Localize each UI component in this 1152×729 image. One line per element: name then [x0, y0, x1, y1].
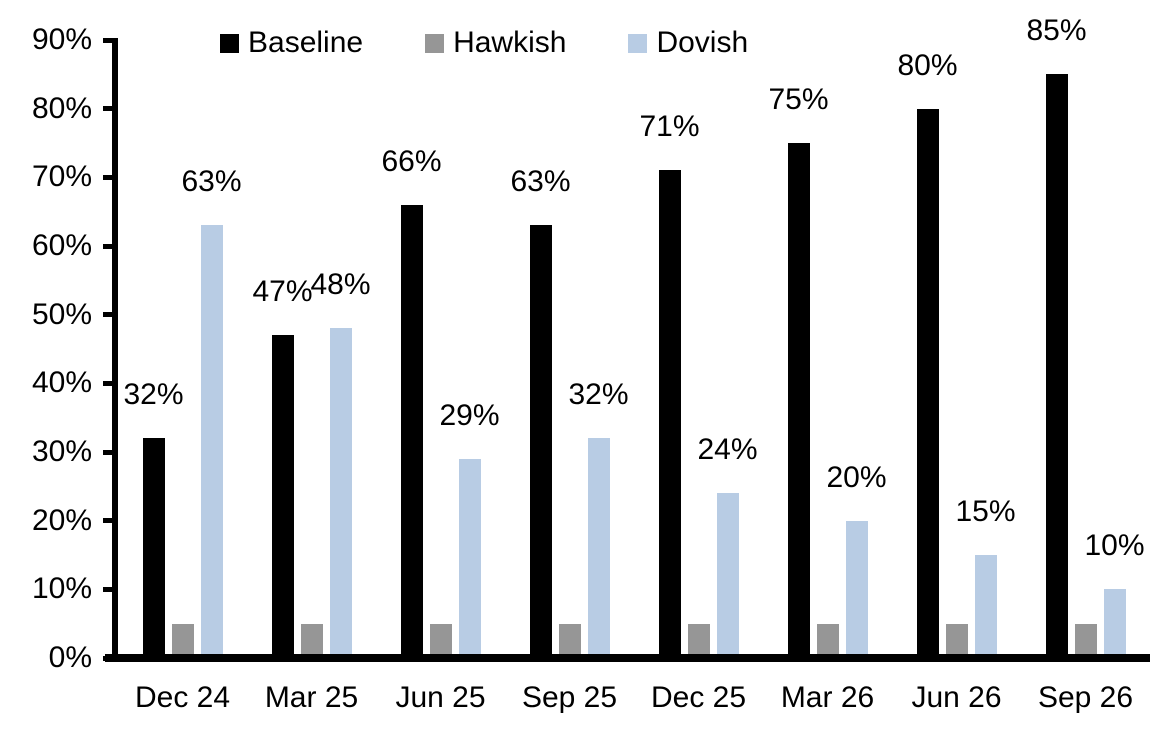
bar-hawkish-jun-25: [429, 623, 452, 658]
bar-hawkish-sep-25: [558, 623, 581, 658]
bar-hawkish-jun-26: [945, 623, 968, 658]
bar-dovish-jun-26: 15%: [955, 495, 1016, 658]
y-tick-mark: [103, 586, 116, 592]
bar-baseline-dec-25: 71%: [639, 110, 700, 658]
x-tick-label-jun-25: Jun 25: [395, 681, 486, 714]
legend-marker-dovish-icon: [628, 33, 648, 53]
bar-group-mar-26: 75% 20%: [763, 40, 892, 658]
y-tick-mark: [103, 243, 116, 249]
y-tick-mark: [103, 106, 116, 112]
data-label-dovish-jun-26: 15%: [955, 495, 1016, 528]
data-label-dovish-sep-26: 10%: [1084, 529, 1145, 563]
x-tick-label-sep-25: Sep 25: [521, 681, 618, 714]
data-label-baseline-sep-26: 85%: [1026, 14, 1087, 48]
data-label-dovish-mar-26: 20%: [826, 460, 887, 494]
bar-hawkish-mar-26: [816, 623, 839, 658]
bar-group-jun-26: 80% 15%: [892, 40, 1021, 658]
bar-dovish-jun-25: 29%: [439, 399, 500, 658]
bar-baseline-sep-25: 63%: [510, 165, 571, 658]
legend-item-baseline: Baseline: [220, 26, 363, 60]
y-tick-label: 70%: [31, 160, 92, 194]
legend-label-baseline: Baseline: [248, 26, 364, 59]
bar-baseline-jun-26: 80%: [897, 49, 958, 658]
x-tick-label-mar-26: Mar 26: [780, 681, 875, 714]
legend-marker-hawkish-icon: [425, 33, 445, 53]
bar-group-jun-25: 66% 29%: [376, 40, 505, 658]
x-tick-label-mar-25: Mar 25: [264, 681, 359, 714]
y-tick-label: 10%: [31, 572, 92, 606]
bar-dovish-dec-25: 24%: [697, 433, 758, 658]
x-tick-label-sep-26: Sep 26: [1037, 681, 1134, 714]
data-label-dovish-mar-25: 48%: [310, 268, 371, 302]
bar-hawkish-dec-24: [171, 623, 194, 658]
bar-group-dec-24: 32% 63%: [118, 40, 247, 658]
y-tick-mark: [103, 518, 116, 524]
bar-dovish-sep-26: 10%: [1084, 529, 1145, 658]
bar-dovish-dec-24: 63%: [181, 165, 242, 658]
bar-hawkish-dec-25: [687, 623, 710, 658]
y-tick-mark: [103, 37, 116, 43]
bar-baseline-mar-26: 75%: [768, 83, 829, 658]
y-tick-label: 30%: [31, 435, 92, 468]
bar-group-sep-26: 85% 10%: [1021, 14, 1150, 658]
data-label-dovish-dec-24: 63%: [181, 165, 242, 199]
legend-item-dovish: Dovish: [628, 26, 748, 60]
y-tick-label: 90%: [31, 23, 92, 56]
y-tick-label: 0%: [48, 641, 92, 674]
bar-dovish-sep-25: 32%: [568, 378, 629, 658]
y-tick-label: 80%: [31, 91, 92, 125]
bar-group-mar-25: 47% 48%: [247, 40, 376, 658]
bar-group-sep-25: 63% 32%: [505, 40, 634, 658]
bar-baseline-jun-25: 66%: [381, 145, 442, 658]
x-axis-line: [105, 654, 1150, 662]
bar-baseline-mar-25: 47%: [252, 275, 313, 658]
x-tick-label-dec-25: Dec 25: [650, 681, 747, 714]
bar-hawkish-mar-25: [300, 623, 323, 658]
bar-group-dec-25: 71% 24%: [634, 40, 763, 658]
legend-marker-baseline-icon: [220, 33, 239, 53]
y-tick-label: 40%: [31, 366, 92, 400]
bar-dovish-mar-26: 20%: [826, 461, 887, 658]
data-label-baseline-sep-25: 63%: [510, 165, 571, 199]
bar-dovish-mar-25: 48%: [310, 268, 371, 658]
y-tick-mark: [103, 312, 116, 318]
legend-label-hawkish: Hawkish: [453, 26, 567, 59]
x-tick-label-jun-26: Jun 26: [911, 681, 1002, 714]
legend-item-hawkish: Hawkish: [425, 26, 566, 60]
data-label-dovish-jun-25: 29%: [439, 398, 500, 432]
y-tick-label: 50%: [31, 297, 92, 331]
y-tick-label: 60%: [31, 229, 92, 262]
bar-hawkish-sep-26: [1074, 623, 1097, 658]
y-axis-line: [112, 38, 118, 662]
data-label-baseline-dec-25: 71%: [639, 110, 700, 144]
legend: Baseline Hawkish Dovish: [220, 26, 748, 60]
bar-baseline-sep-26: 85%: [1026, 14, 1087, 658]
x-tick-label-dec-24: Dec 24: [134, 681, 231, 714]
bar-baseline-dec-24: 32%: [123, 378, 184, 658]
data-label-baseline-dec-24: 32%: [123, 378, 184, 412]
data-label-baseline-mar-26: 75%: [768, 83, 829, 116]
data-label-dovish-sep-25: 32%: [568, 378, 629, 412]
data-label-baseline-jun-25: 66%: [381, 144, 442, 178]
y-tick-mark: [103, 380, 116, 386]
legend-label-dovish: Dovish: [656, 26, 749, 59]
y-tick-mark: [103, 174, 116, 180]
y-tick-mark: [103, 449, 116, 455]
data-label-dovish-dec-25: 24%: [697, 433, 758, 467]
data-label-baseline-mar-25: 47%: [252, 275, 313, 309]
data-label-baseline-jun-26: 80%: [897, 48, 958, 82]
y-tick-label: 20%: [31, 503, 92, 537]
